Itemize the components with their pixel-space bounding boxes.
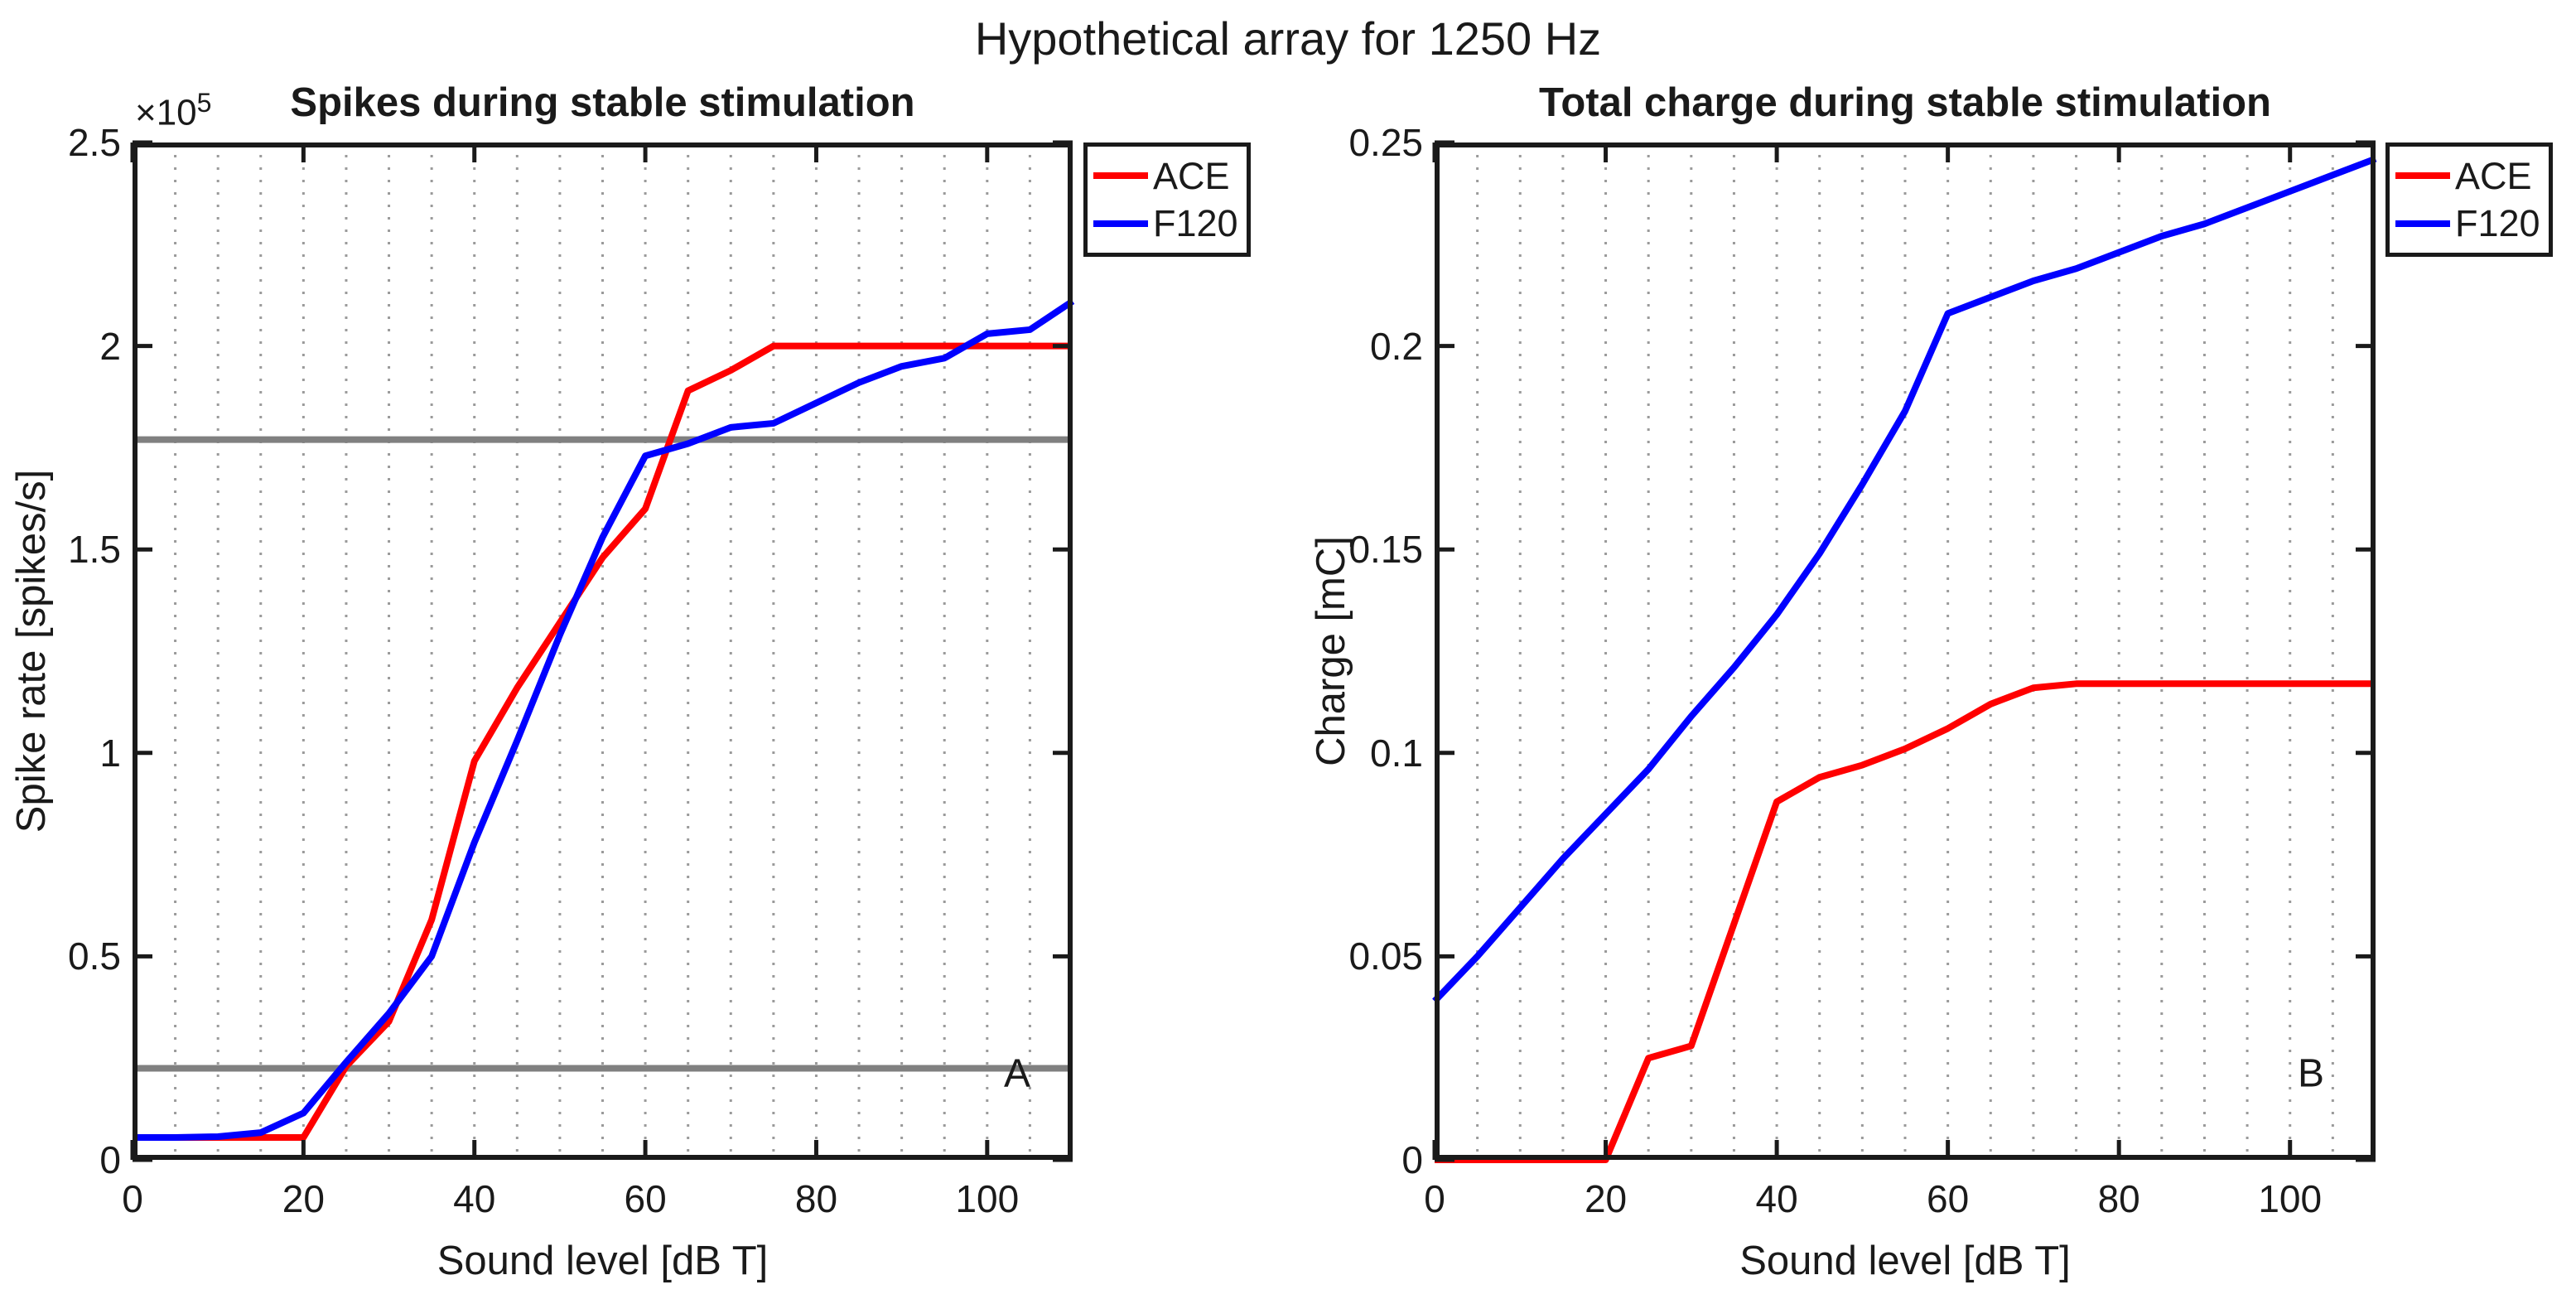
y-tick-label: 0.5 [68, 935, 121, 978]
axes-box [1435, 142, 2376, 1160]
legend-line-sample [1093, 220, 1148, 227]
x-tick-label: 40 [453, 1177, 496, 1220]
y-tick-label: 0 [1401, 1138, 1423, 1181]
x-tick-label: 60 [1927, 1177, 1970, 1220]
legend-charge: ACE F120 [2385, 142, 2553, 257]
x-tick-label: 60 [624, 1177, 667, 1220]
x-tick-label: 20 [282, 1177, 325, 1220]
figure-title: Hypothetical array for 1250 Hz [974, 12, 1602, 65]
y-tick-label: 2 [99, 324, 121, 368]
x-tick-label: 80 [2097, 1177, 2140, 1220]
y-exponent-power: 5 [196, 88, 212, 118]
legend-line-sample [1093, 172, 1148, 180]
y-tick-label: 1 [99, 731, 121, 775]
x-tick-label: 0 [1424, 1177, 1445, 1220]
y-axis-label-spike-rate: Spike rate [spikes/s] [9, 469, 54, 833]
x-tick-label: 0 [122, 1177, 143, 1220]
legend-entry-label: F120 [2455, 202, 2540, 245]
x-axis-label-sound-level-b: Sound level [dB T] [1739, 1239, 2071, 1283]
y-tick-label: 1.5 [68, 528, 121, 572]
axes-box [133, 142, 1073, 1160]
panel-label-a: A [1003, 1051, 1031, 1096]
x-axis-label-sound-level-a: Sound level [dB T] [437, 1239, 769, 1283]
y-tick-label: 0.2 [1370, 324, 1423, 368]
plot-area-charge [1432, 140, 2377, 1163]
y-tick-label: 0 [99, 1138, 121, 1181]
y-tick-label: 0.1 [1370, 731, 1423, 775]
legend-entry-label: F120 [1153, 202, 1238, 245]
legend-entry-f120: F120 [1088, 205, 1247, 242]
y-axis-label-charge: Charge [mC] [1309, 536, 1353, 766]
y-tick-label: 2.5 [68, 121, 121, 164]
x-tick-label: 100 [955, 1177, 1020, 1220]
series-line-f120 [1432, 155, 2377, 1004]
subplot-b-title: Total charge during stable stimulation [1539, 80, 2271, 125]
x-tick-label: 20 [1584, 1177, 1628, 1220]
legend-entry-label: ACE [1153, 154, 1230, 197]
legend-line-sample [2395, 220, 2450, 227]
y-tick-label: 0.15 [1348, 528, 1423, 572]
y-axis-exponent-label: ×105 [135, 88, 211, 134]
panel-label-b: B [2297, 1051, 2325, 1096]
legend-entry-ace: ACE [1088, 157, 1247, 195]
series-line-ace [133, 342, 1073, 1141]
y-tick-label: 0.25 [1348, 121, 1423, 164]
subplot-a-title: Spikes during stable stimulation [290, 80, 915, 125]
legend-spikes: ACE F120 [1083, 142, 1251, 257]
y-exponent-base: ×10 [135, 92, 197, 133]
x-tick-label: 80 [794, 1177, 838, 1220]
series-line-f120 [133, 298, 1075, 1141]
y-tick-label: 0.05 [1348, 935, 1423, 978]
plot-area-spikes [130, 140, 1075, 1162]
legend-entry-ace: ACE [2390, 157, 2549, 195]
legend-entry-label: ACE [2455, 154, 2532, 197]
x-tick-label: 100 [2258, 1177, 2323, 1220]
legend-line-sample [2395, 172, 2450, 180]
legend-entry-f120: F120 [2390, 205, 2549, 242]
x-tick-label: 40 [1755, 1177, 1798, 1220]
